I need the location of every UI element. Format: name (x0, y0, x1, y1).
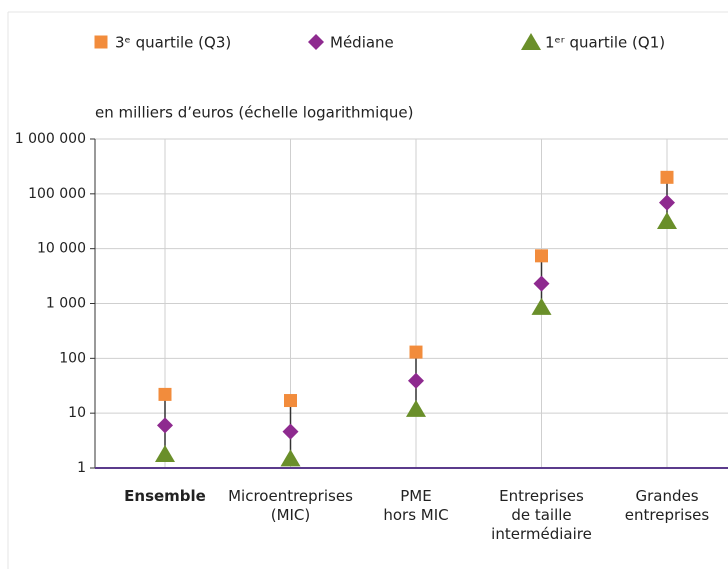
legend-label: 3ᵉ quartile (Q3) (115, 34, 231, 52)
x-tick-label: PME hors MIC (383, 487, 449, 524)
point (155, 445, 175, 463)
point (535, 249, 548, 263)
x-tick-label: Entreprises de taille intermédiaire (491, 487, 592, 543)
point (280, 449, 301, 467)
point (284, 394, 297, 408)
x-tick-label: Microentreprises (MIC) (228, 487, 353, 524)
y-tick-label: 100 (59, 350, 86, 366)
point (406, 399, 426, 417)
point (157, 417, 173, 434)
legend-label: 1ᵉʳ quartile (Q1) (545, 34, 665, 52)
point (531, 297, 552, 315)
x-tick-label: Ensemble (124, 487, 206, 505)
y-tick-label: 1 000 (46, 296, 86, 312)
legend-marker (308, 34, 324, 50)
point (409, 345, 423, 359)
point (660, 170, 674, 184)
point (158, 387, 172, 401)
y-tick-label: 10 (68, 405, 86, 421)
legend-marker (94, 35, 108, 49)
point (659, 194, 675, 211)
legend-label: Médiane (330, 34, 394, 52)
y-tick-label: 100 000 (28, 186, 86, 202)
legend-marker (521, 33, 541, 50)
y-tick-label: 10 000 (37, 241, 86, 257)
y-tick-label: 1 000 000 (15, 131, 86, 147)
point (282, 423, 299, 440)
point (533, 275, 550, 292)
point (408, 372, 424, 389)
x-tick-label: Grandes entreprises (624, 487, 710, 524)
point (657, 211, 677, 229)
axis-title: en milliers d’euros (échelle logarithmiq… (95, 104, 413, 122)
y-tick-label: 1 (77, 460, 86, 476)
